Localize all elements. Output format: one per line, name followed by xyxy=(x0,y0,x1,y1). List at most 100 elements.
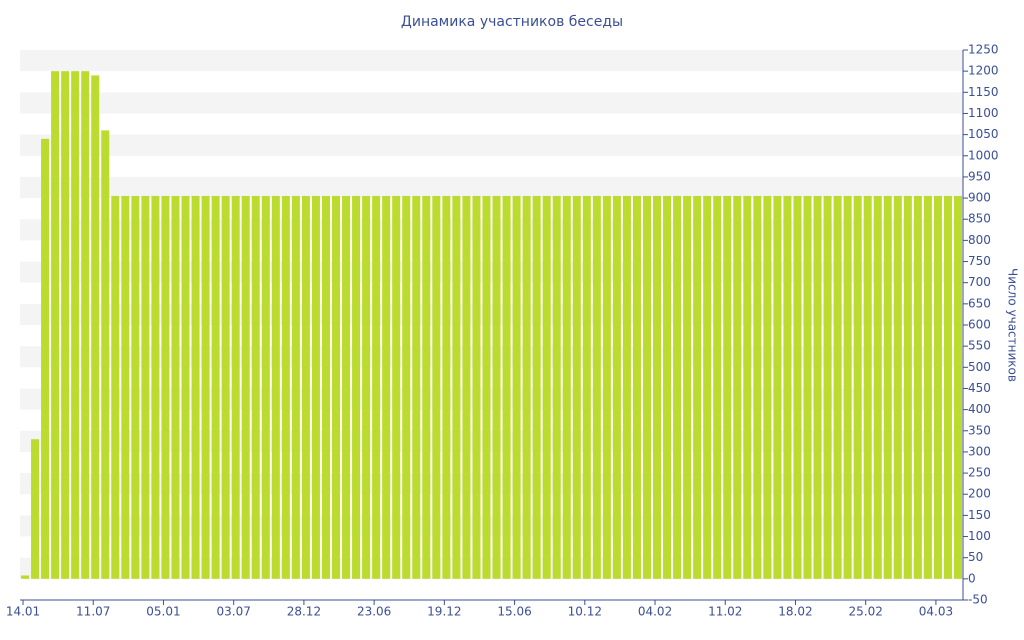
bar xyxy=(61,71,70,579)
bar xyxy=(181,195,190,579)
bar xyxy=(753,195,762,579)
y-axis-title: Число участников xyxy=(1006,268,1020,382)
bar xyxy=(321,195,330,579)
bar xyxy=(111,195,120,579)
bar xyxy=(231,195,240,579)
y-tick-label: 300 xyxy=(968,444,991,458)
bar xyxy=(191,195,200,579)
x-tick-label: 11.02 xyxy=(708,605,742,619)
bar xyxy=(883,195,892,579)
y-tick-label: 450 xyxy=(968,381,991,395)
bar xyxy=(562,195,571,579)
bar xyxy=(933,195,942,579)
bar xyxy=(953,195,962,579)
bar xyxy=(843,195,852,579)
bar xyxy=(261,195,270,579)
x-tick-label: 03.07 xyxy=(217,605,251,619)
y-tick-label: 550 xyxy=(968,339,991,353)
grid-stripe xyxy=(20,50,963,72)
bar xyxy=(131,195,140,579)
y-tick-label: 1000 xyxy=(968,148,999,162)
bar xyxy=(51,71,60,579)
bar xyxy=(743,195,752,579)
y-tick-label: 100 xyxy=(968,529,991,543)
bar xyxy=(632,195,641,579)
bar xyxy=(552,195,561,579)
x-tick-label: 04.02 xyxy=(638,605,672,619)
bar xyxy=(352,195,361,579)
bar xyxy=(572,195,581,579)
bar xyxy=(512,195,521,579)
bar xyxy=(673,195,682,579)
bar xyxy=(773,195,782,579)
bar xyxy=(71,71,80,579)
bar xyxy=(251,195,260,579)
bar xyxy=(642,195,652,579)
bar xyxy=(923,195,932,579)
y-tick-label: 1100 xyxy=(968,106,999,120)
y-tick-label: 900 xyxy=(968,191,991,205)
grid-stripe xyxy=(20,134,963,156)
bar xyxy=(913,195,922,579)
bar xyxy=(492,195,501,579)
bar xyxy=(813,195,822,579)
bar xyxy=(833,195,842,579)
bar xyxy=(622,195,631,579)
bar xyxy=(402,195,411,579)
bar xyxy=(141,195,150,579)
bar xyxy=(903,195,912,579)
x-tick-label: 15.06 xyxy=(497,605,531,619)
bar xyxy=(893,195,902,579)
bar xyxy=(151,195,160,579)
grid-stripe xyxy=(20,176,963,199)
bar xyxy=(723,195,732,579)
bar xyxy=(783,195,792,579)
y-tick-label: 50 xyxy=(968,550,983,564)
bar xyxy=(161,195,170,579)
y-tick-label: 1050 xyxy=(968,127,999,141)
bar xyxy=(241,195,250,579)
bar xyxy=(703,195,712,579)
bar xyxy=(422,195,431,579)
x-tick-label: 14.01 xyxy=(6,605,40,619)
y-tick-label: 250 xyxy=(968,466,991,480)
y-tick-label: 0 xyxy=(968,571,976,585)
grid-stripe xyxy=(20,92,963,114)
bar xyxy=(602,195,611,579)
bar xyxy=(683,195,692,579)
y-tick-label: 700 xyxy=(968,275,991,289)
x-tick-label: 25.02 xyxy=(849,605,883,619)
x-tick-label: 11.07 xyxy=(76,605,110,619)
bar xyxy=(502,195,511,579)
bar xyxy=(713,195,722,579)
y-tick-label: 800 xyxy=(968,233,991,247)
y-tick-label: 950 xyxy=(968,169,991,183)
bar xyxy=(412,195,421,579)
bar xyxy=(362,195,371,579)
bar xyxy=(291,195,300,579)
bar xyxy=(331,195,341,579)
bar xyxy=(121,195,130,579)
bar xyxy=(612,195,621,579)
bar xyxy=(763,195,772,579)
y-tick-label: 1200 xyxy=(968,64,999,78)
y-tick-label: 750 xyxy=(968,254,991,268)
bar xyxy=(943,195,952,579)
bar xyxy=(392,195,401,579)
x-tick-label: 28.12 xyxy=(287,605,321,619)
x-tick-label: 18.02 xyxy=(778,605,812,619)
bar xyxy=(482,195,491,579)
bar xyxy=(311,195,320,579)
bar xyxy=(442,195,451,579)
y-tick-label: 650 xyxy=(968,296,991,310)
y-tick-label: 850 xyxy=(968,212,991,226)
bar xyxy=(342,195,351,579)
bar xyxy=(31,439,40,579)
y-tick-label: 500 xyxy=(968,360,991,374)
bar xyxy=(653,195,662,579)
bar xyxy=(301,195,310,579)
bar xyxy=(21,575,30,579)
bar xyxy=(793,195,802,579)
chart-title: Динамика участников беседы xyxy=(401,14,623,30)
